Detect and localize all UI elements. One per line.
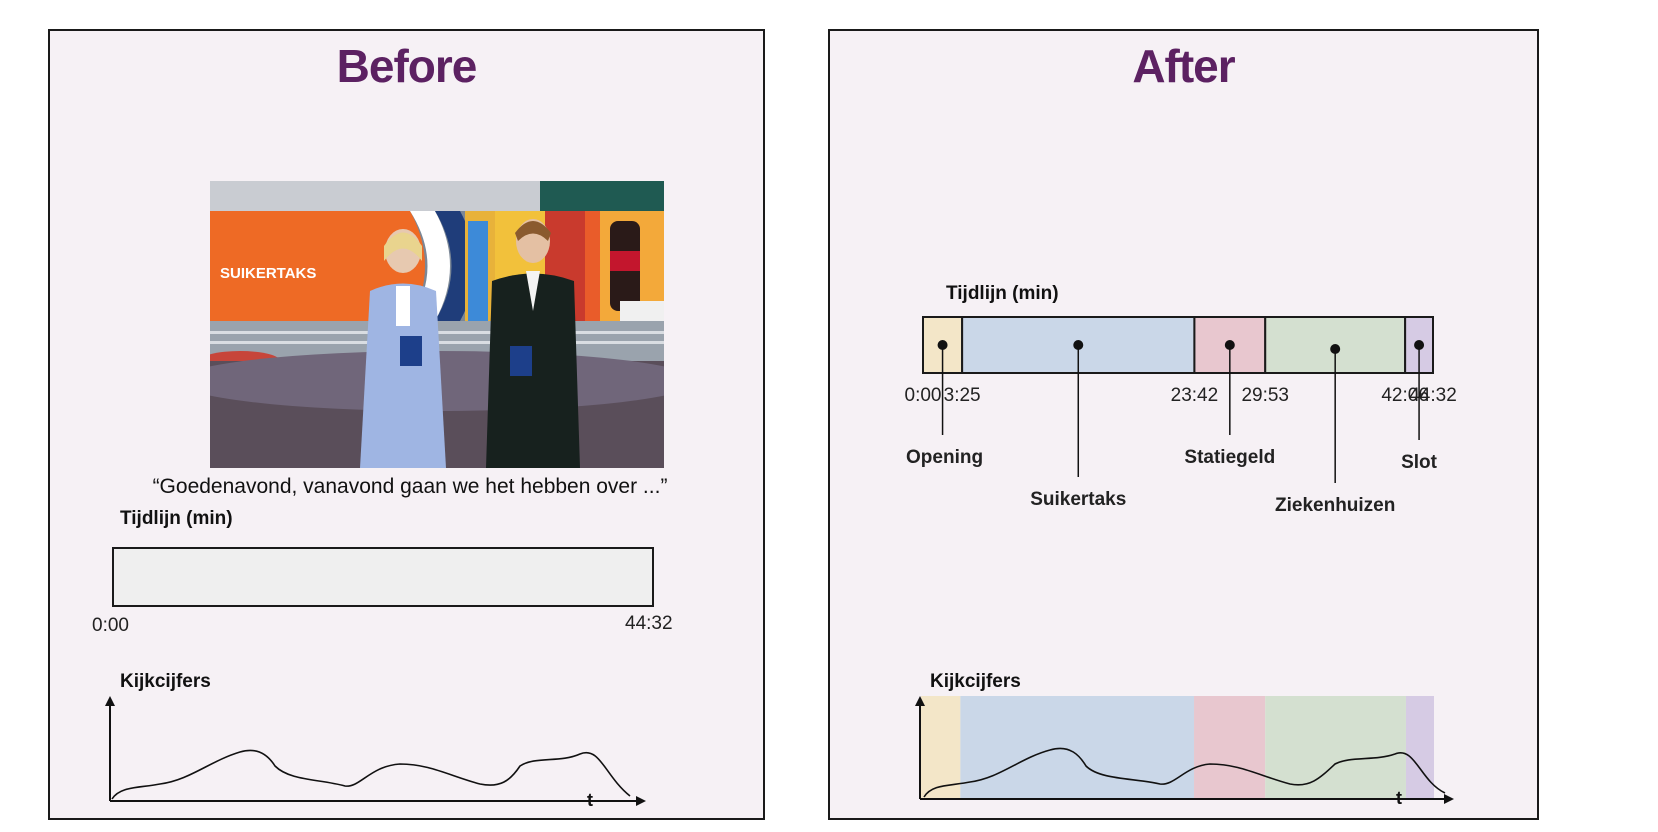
timeline-tick-label: 44:32 xyxy=(1409,385,1457,406)
after-panel: After Tijdlijn (min) 0:00 3:25 23:42 29:53 4… xyxy=(828,29,1539,820)
timeline-tick-label: 23:42 xyxy=(1171,385,1219,406)
timeline-tick-label: 0:00 xyxy=(905,385,942,406)
after-title: After xyxy=(1132,40,1235,92)
x-axis-arrow-icon xyxy=(1444,794,1454,804)
ratings-band-slot xyxy=(1405,696,1434,799)
ratings-band-opening xyxy=(921,696,961,799)
before-axis-t: t xyxy=(587,790,593,810)
after-timeline-label: Tijdlijn (min) xyxy=(946,283,1059,304)
before-ratings-chart: t xyxy=(105,696,646,810)
ratings-band-statiegeld xyxy=(1194,696,1266,799)
ratings-curve xyxy=(111,749,631,800)
before-ratings-label: Kijkcijfers xyxy=(120,671,211,692)
timeline-tick-label: 29:53 xyxy=(1241,385,1289,406)
segment-label: Opening xyxy=(906,447,983,468)
studio-photo: SUIKERTAKS xyxy=(210,181,664,468)
before-timeline-bar xyxy=(112,547,654,607)
before-title: Before xyxy=(336,40,478,92)
before-panel: Before xyxy=(48,29,765,820)
before-timeline-start: 0:00 xyxy=(92,615,129,636)
y-axis-arrow-icon xyxy=(105,696,115,706)
timeline-tick-label: 42:06 xyxy=(1381,385,1429,406)
opening-quote: “Goedenavond, vanavond gaan we het hebbe… xyxy=(152,475,668,498)
before-timeline-label: Tijdlijn (min) xyxy=(120,508,233,529)
ratings-curve xyxy=(923,747,1446,798)
x-axis-arrow-icon xyxy=(636,796,646,806)
segment-label: Ziekenhuizen xyxy=(1275,495,1395,516)
segment-label: Slot xyxy=(1401,452,1438,473)
after-ratings-label: Kijkcijfers xyxy=(930,671,1021,692)
timeline-tick-label: 3:25 xyxy=(944,385,981,406)
segment-label: Suikertaks xyxy=(1030,489,1126,510)
y-axis-arrow-icon xyxy=(915,696,925,706)
ratings-band-ziekenhuizen xyxy=(1265,696,1406,799)
after-ratings-chart: t xyxy=(915,696,1454,808)
photo-caption: SUIKERTAKS xyxy=(220,265,316,282)
ratings-band-suikertaks xyxy=(960,696,1195,799)
before-timeline-end: 44:32 xyxy=(625,613,673,634)
segment-label: Statiegeld xyxy=(1184,447,1275,468)
after-axis-t: t xyxy=(1396,788,1402,808)
